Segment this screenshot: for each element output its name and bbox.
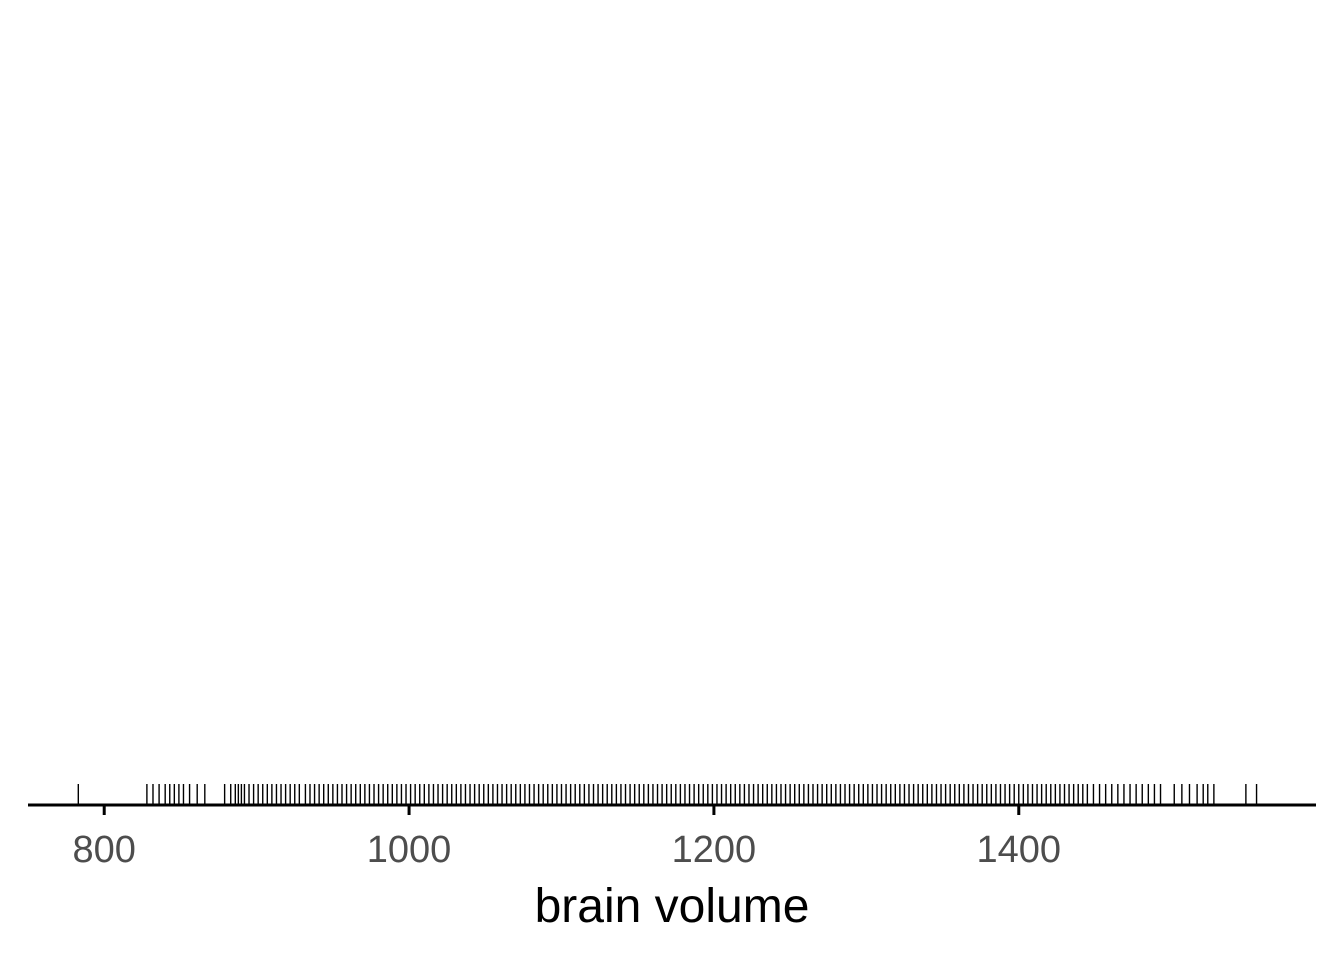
rug-marks [77, 784, 1258, 805]
x-tick-label-1400: 1400 [976, 829, 1061, 871]
x-axis-title: brain volume [535, 880, 810, 933]
x-tick-label-800: 800 [73, 829, 136, 871]
x-tick-label-1000: 1000 [367, 829, 452, 871]
x-tick-label-1200: 1200 [672, 829, 757, 871]
x-axis-ticks: 800 1000 1200 1400 [73, 805, 1061, 871]
